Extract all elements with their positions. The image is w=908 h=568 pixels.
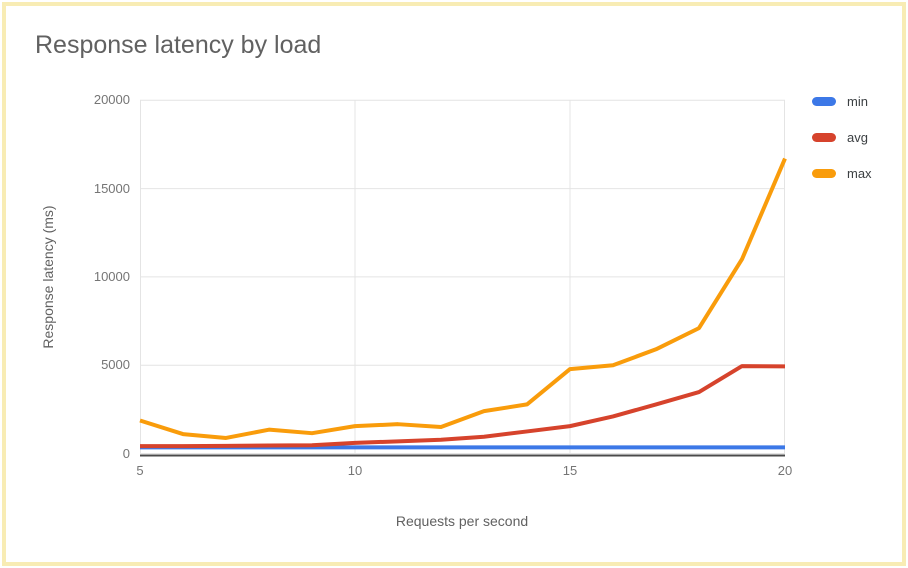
legend-item-avg: avg [812,128,872,146]
y-tick-label: 15000 [93,180,130,196]
x-tick-label: 20 [777,463,793,478]
legend: min avg max [812,92,872,200]
x-tick-label: 10 [347,463,363,478]
chart-title: Response latency by load [35,31,322,59]
y-tick-label: 10000 [93,268,130,284]
legend-item-max: max [812,164,872,182]
y-tick-label: 0 [122,445,130,461]
x-axis-title: Requests per second [395,513,529,529]
y-tick-label: 5000 [101,357,130,373]
series-line-avg [140,364,786,449]
x-tick-label: 15 [562,463,578,478]
legend-label-max: max [847,165,872,181]
series-line-max [139,157,787,440]
x-tick-label: 5 [136,463,144,478]
legend-label-avg: avg [847,129,868,145]
y-axis-title: Response latency (ms) [40,205,56,349]
legend-item-min: min [812,92,872,110]
legend-swatch-avg [812,132,836,142]
legend-swatch-min [812,96,836,106]
legend-label-min: min [847,93,868,109]
y-tick-label: 20000 [93,92,130,108]
legend-swatch-max [812,168,836,178]
